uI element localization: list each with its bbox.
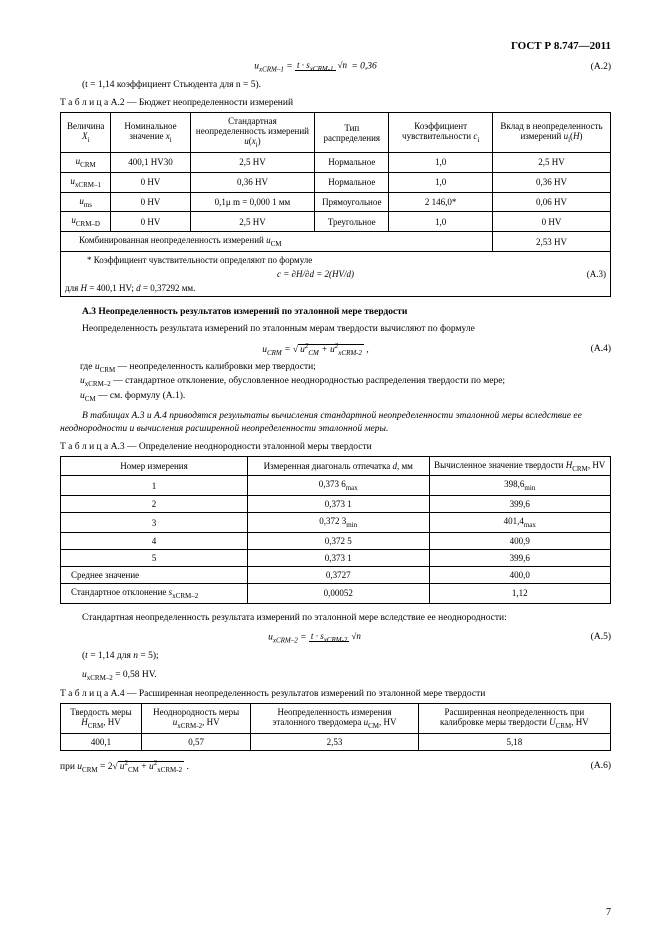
table-a4-caption: Т а б л и ц а А.4 — Расширенная неопреде… <box>60 689 611 699</box>
post-a5-1: (t = 1,14 для n = 5); <box>60 650 611 663</box>
th: Вклад в неопределенность измерений ui(H) <box>492 113 610 153</box>
sec-a3-p1: Неопределенность результата измерений по… <box>60 323 611 336</box>
eq-a2-num: (А.2) <box>571 62 611 72</box>
table-a2-caption: Т а б л и ц а А.2 — Бюджет неопределенно… <box>60 98 611 108</box>
th: Стандартная неопределенность измерений u… <box>190 113 315 153</box>
equation-a4: uCRM = √u2CM + u2xCRM-2 , (А.4) <box>60 342 611 357</box>
th: Тип распределения <box>315 113 389 153</box>
standard-code: ГОСТ Р 8.747—2011 <box>60 40 611 52</box>
equation-a2: uxCRM–1 = t · sxCRM-1√n = 0,36 (А.2) <box>60 60 611 73</box>
equation-a6: при uCRM = 2√u2CM + u2xCRM-2 . (А.6) <box>60 759 611 774</box>
eq-a2-note: (t = 1,14 коэффициент Стьюдента для n = … <box>60 79 611 92</box>
post-a3: Стандартная неопределенность результата … <box>60 612 611 625</box>
equation-a5: uxCRM–2 = t · sxCRM-2√n (А.5) <box>60 631 611 644</box>
table-a3-caption: Т а б л и ц а А.3 — Определение неодноро… <box>60 442 611 452</box>
where-1: где uCRM — неопределенность калибровки м… <box>60 361 611 375</box>
table-a2: Величина Xi Номинальное значение xi Стан… <box>60 112 611 297</box>
th: Номинальное значение xi <box>111 113 190 153</box>
page-number: 7 <box>606 907 611 918</box>
table-a3: Номер измерения Измеренная диагональ отп… <box>60 456 611 604</box>
table-a4: Твердость меры HCRM, HV Неоднородность м… <box>60 703 611 751</box>
eq-a2-val: = 0,36 <box>351 62 376 72</box>
th: Величина Xi <box>61 113 111 153</box>
post-a5-2: uxCRM–2 = 0,58 HV. <box>60 669 611 683</box>
th: Коэффициент чувствительности ci <box>389 113 493 153</box>
sec-a3-ital: В таблицах А.3 и А.4 приводятся результа… <box>60 410 611 436</box>
sec-a3-title: А.3 Неопределенность результатов измерен… <box>60 307 611 317</box>
where-3: uCM — см. формулу (А.1). <box>60 390 611 404</box>
where-2: uxCRM–2 — стандартное отклонение, обусло… <box>60 375 611 389</box>
